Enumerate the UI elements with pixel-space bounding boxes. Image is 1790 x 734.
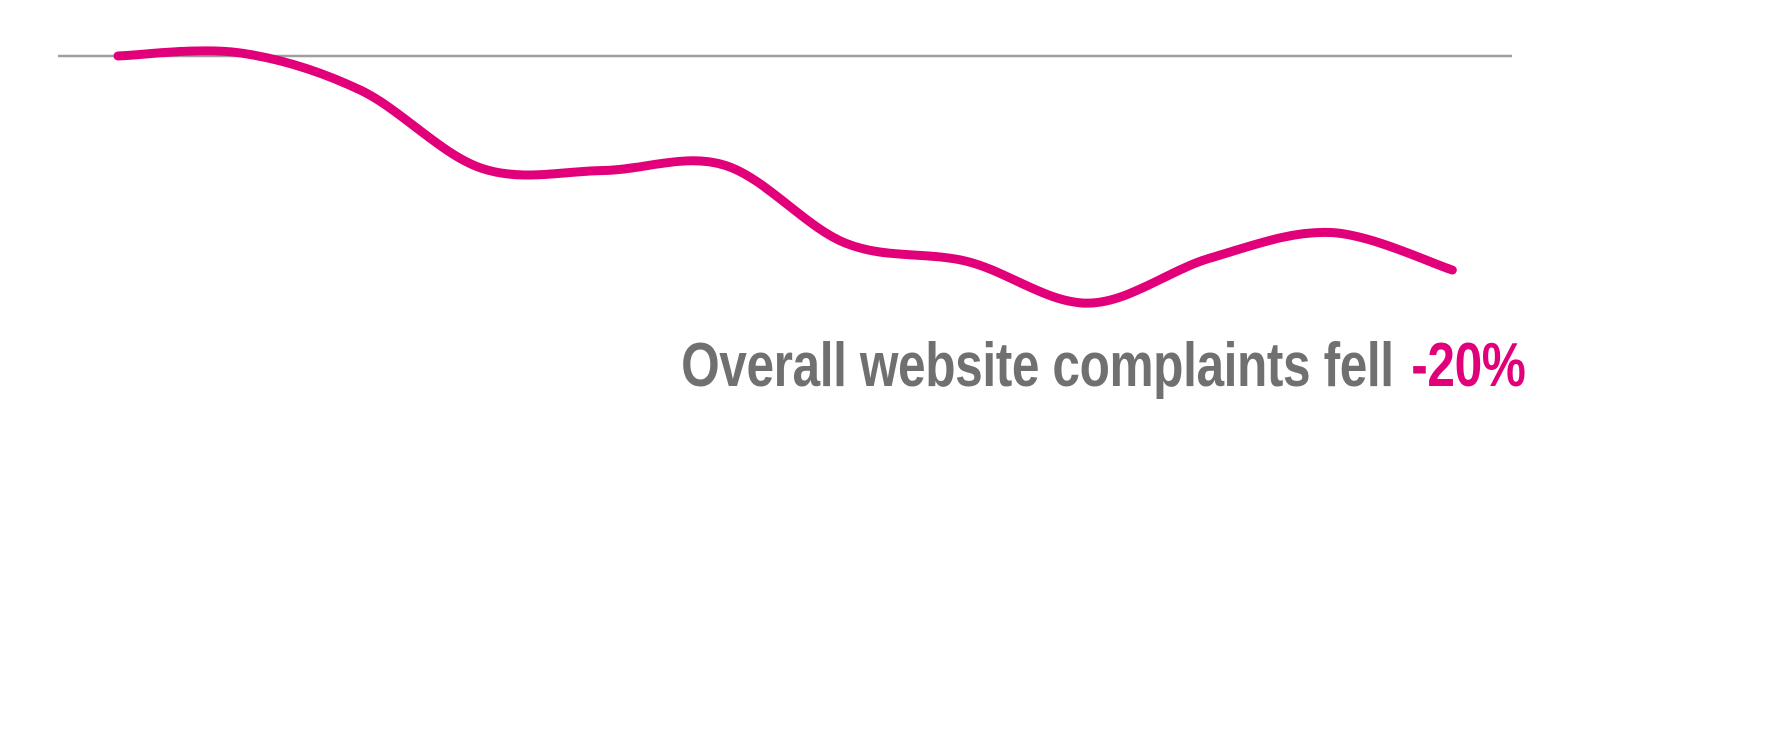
summary-caption: Overall website complaints fell -20% bbox=[680, 330, 1526, 401]
caption-value: -20% bbox=[1410, 331, 1526, 400]
caption-text: Overall website complaints fell bbox=[680, 331, 1394, 400]
series-line bbox=[113, 46, 1457, 308]
